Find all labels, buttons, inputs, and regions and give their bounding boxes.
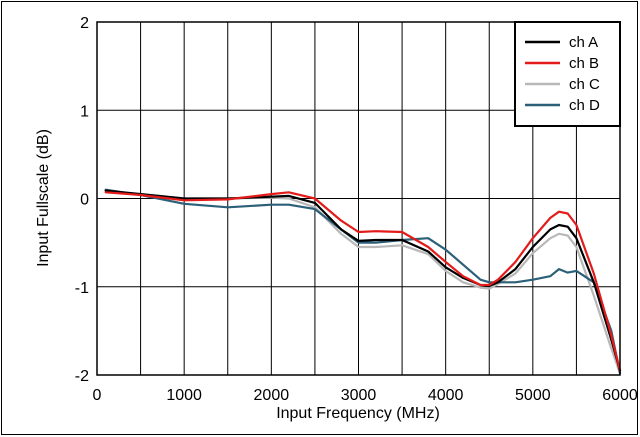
x-tick-label: 6000 <box>602 387 638 404</box>
y-tick-label: 2 <box>80 15 89 32</box>
x-tick-label: 0 <box>93 387 102 404</box>
x-tick-label: 1000 <box>166 387 202 404</box>
series-line-ch-c <box>104 190 622 375</box>
x-tick-label: 5000 <box>515 387 551 404</box>
y-axis-label: Input Fullscale (dB) <box>35 129 52 267</box>
series-line-ch-d <box>104 188 622 375</box>
y-tick-label: -1 <box>75 280 89 297</box>
legend-label: ch C <box>569 76 600 93</box>
x-axis-ticks: 0 1000 2000 3000 4000 5000 6000 <box>93 387 638 404</box>
series-line-ch-b <box>104 191 622 372</box>
legend-label: ch B <box>569 55 599 72</box>
x-tick-label: 4000 <box>428 387 464 404</box>
y-tick-label: 1 <box>80 103 89 120</box>
y-tick-label: 0 <box>80 192 89 209</box>
x-tick-label: 2000 <box>254 387 290 404</box>
y-axis-ticks: -2 -1 0 1 2 <box>75 15 89 385</box>
x-tick-label: 3000 <box>341 387 377 404</box>
plot-area-border <box>96 21 621 376</box>
legend-box <box>514 21 621 127</box>
series-layer <box>104 188 622 375</box>
series-line-ch-a <box>104 189 622 372</box>
y-tick-label: -2 <box>75 368 89 385</box>
legend-label: ch D <box>569 97 600 114</box>
legend-label: ch A <box>569 34 598 51</box>
x-axis-label: Input Frequency (MHz) <box>276 405 440 422</box>
legend: ch A ch B ch C ch D <box>514 21 621 127</box>
